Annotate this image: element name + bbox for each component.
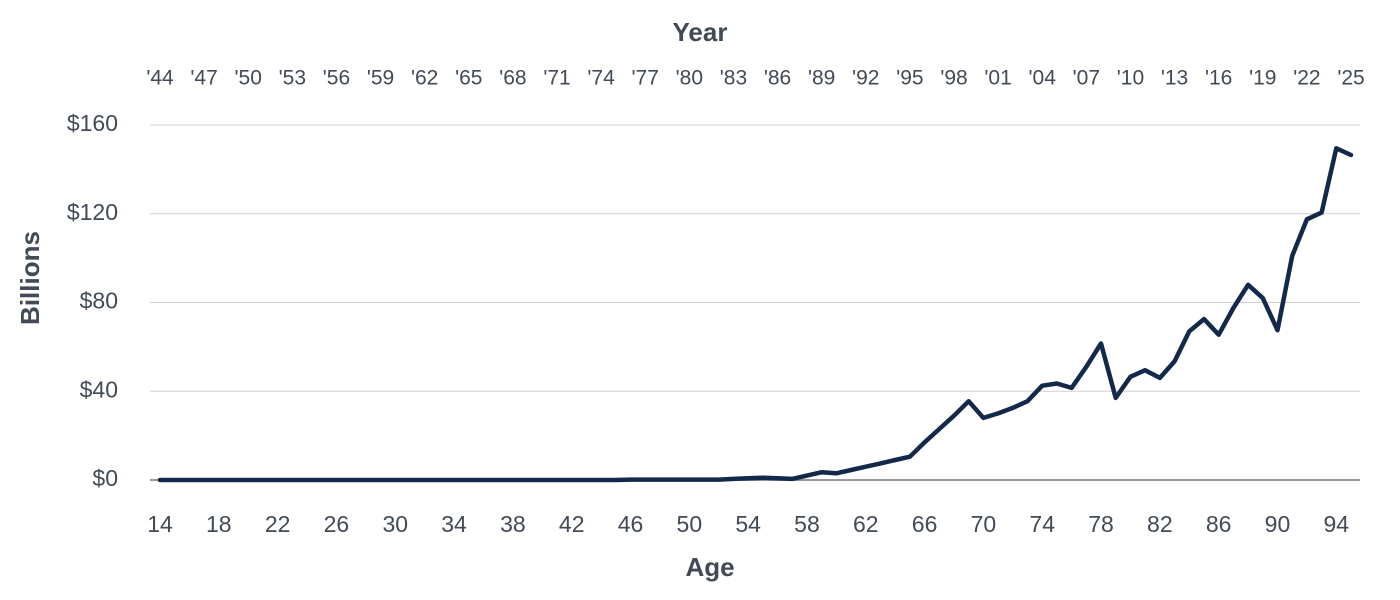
x-tick-label: 26 bbox=[324, 511, 350, 537]
x2-tick-label: '19 bbox=[1249, 67, 1276, 90]
y-tick-label: $80 bbox=[80, 288, 118, 314]
x2-tick-label: '98 bbox=[940, 67, 967, 90]
x2-tick-label: '83 bbox=[720, 67, 747, 90]
x-axis-title: Age bbox=[685, 552, 734, 582]
x2-tick-label: '80 bbox=[676, 67, 703, 90]
x-tick-label: 70 bbox=[971, 511, 997, 537]
data-line bbox=[157, 146, 1354, 483]
x2-tick-label: '68 bbox=[499, 67, 526, 90]
x2-tick-label: '10 bbox=[1117, 67, 1144, 90]
x-tick-label: 82 bbox=[1147, 511, 1173, 537]
y-tick-label: $160 bbox=[67, 110, 118, 136]
x2-tick-label: '16 bbox=[1205, 67, 1232, 90]
x2-tick-label: '01 bbox=[984, 67, 1011, 90]
x-tick-label: 94 bbox=[1323, 511, 1349, 537]
y-tick-label: $40 bbox=[80, 376, 118, 402]
x2-tick-label: '44 bbox=[146, 67, 174, 90]
x2-tick-label: '59 bbox=[367, 67, 394, 90]
x2-tick-label: '86 bbox=[764, 67, 791, 90]
x-tick-label: 54 bbox=[735, 511, 761, 537]
x-tick-label: 50 bbox=[677, 511, 703, 537]
x2-tick-label: '50 bbox=[235, 67, 262, 90]
x-tick-label: 90 bbox=[1265, 511, 1291, 537]
x2-tick-label: '95 bbox=[896, 67, 923, 90]
x2-tick-label: '47 bbox=[190, 67, 217, 90]
y-tick-label: $120 bbox=[67, 199, 118, 225]
x2-axis-title: Year bbox=[673, 17, 728, 47]
x2-tick-label: '53 bbox=[279, 67, 306, 90]
x-tick-label: 62 bbox=[853, 511, 879, 537]
x2-tick-label: '92 bbox=[852, 67, 879, 90]
x-tick-label: 38 bbox=[500, 511, 526, 537]
x2-tick-label: '62 bbox=[411, 67, 438, 90]
x-tick-label: 66 bbox=[912, 511, 938, 537]
x-tick-label: 14 bbox=[147, 511, 173, 537]
x2-tick-label: '25 bbox=[1337, 67, 1364, 90]
x-tick-label: 86 bbox=[1206, 511, 1232, 537]
x-tick-label: 58 bbox=[794, 511, 820, 537]
x-tick-label: 42 bbox=[559, 511, 585, 537]
x-tick-label: 46 bbox=[618, 511, 644, 537]
x2-tick-label: '22 bbox=[1293, 67, 1320, 90]
x2-tick-label: '56 bbox=[323, 67, 350, 90]
x-tick-label: 30 bbox=[382, 511, 408, 537]
y-tick-label: $0 bbox=[92, 465, 118, 491]
x-tick-label: 22 bbox=[265, 511, 291, 537]
x2-tick-label: '89 bbox=[808, 67, 835, 90]
x-tick-label: 78 bbox=[1088, 511, 1114, 537]
x2-tick-label: '74 bbox=[587, 67, 615, 90]
x-tick-label: 34 bbox=[441, 511, 467, 537]
x2-tick-label: '71 bbox=[543, 67, 570, 90]
x2-tick-label: '13 bbox=[1161, 67, 1188, 90]
x-tick-label: 74 bbox=[1029, 511, 1055, 537]
y-axis-title: Billions bbox=[15, 231, 45, 325]
x2-tick-label: '07 bbox=[1073, 67, 1100, 90]
x2-tick-label: '04 bbox=[1029, 67, 1057, 90]
x2-tick-label: '65 bbox=[455, 67, 482, 90]
x2-tick-label: '77 bbox=[632, 67, 659, 90]
x-tick-label: 18 bbox=[206, 511, 232, 537]
